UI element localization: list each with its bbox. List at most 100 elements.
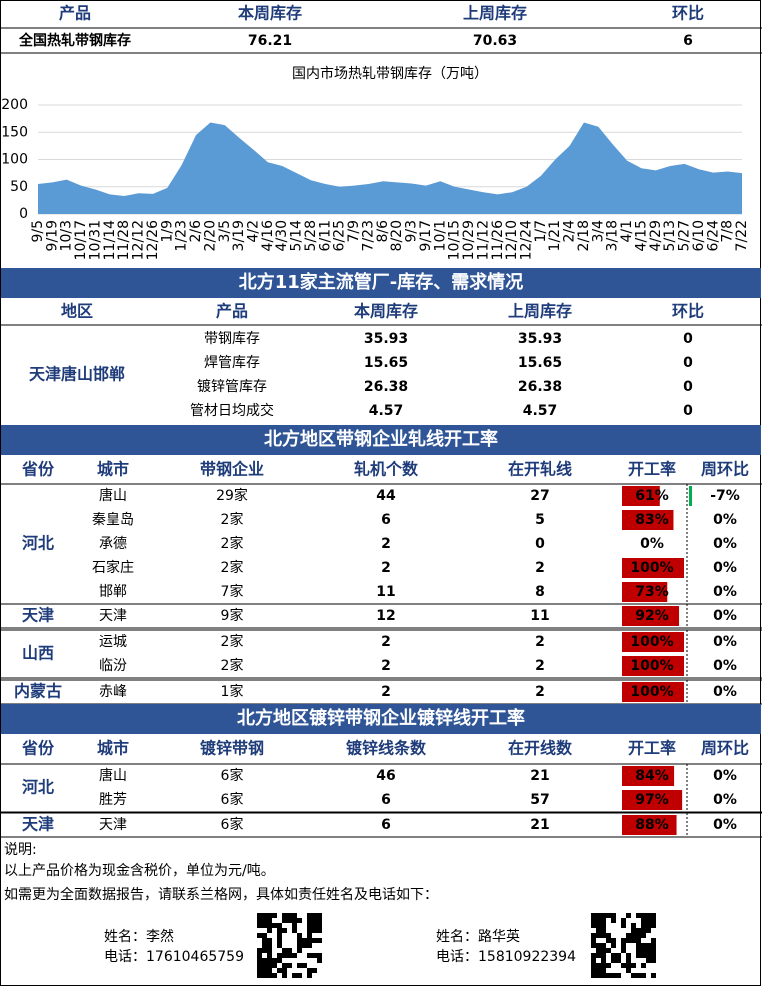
rate-bar xyxy=(622,486,660,506)
qr-cell xyxy=(591,943,596,948)
x-tick-label: 4/30 xyxy=(274,220,290,251)
qr-cell xyxy=(626,938,631,943)
qr-cell xyxy=(297,938,302,943)
contact-name: 姓名：李然 xyxy=(104,928,174,945)
qr-cell xyxy=(591,938,596,943)
cell-text: 0% xyxy=(713,608,737,624)
rate-bar xyxy=(622,558,684,578)
qr-cell xyxy=(651,958,656,963)
qr-cell xyxy=(646,958,651,963)
cell-text: 0% xyxy=(640,536,664,552)
qr-cell xyxy=(267,928,272,933)
cell-text: 邯郸 xyxy=(99,584,127,600)
cell-text: 2 xyxy=(535,658,545,674)
rate-bar xyxy=(622,790,683,810)
cell-text: 镀锌线条数 xyxy=(346,739,427,758)
cell-text: 焊管库存 xyxy=(204,355,260,371)
cell-text: 0% xyxy=(713,536,737,552)
qr-cell xyxy=(257,953,262,958)
qr-cell xyxy=(297,948,302,953)
qr-cell xyxy=(272,913,277,918)
cell-text: 0% xyxy=(713,768,737,784)
cell-text: 城市 xyxy=(97,739,129,758)
cell-text: 城市 xyxy=(97,460,129,479)
qr-cell xyxy=(601,948,606,953)
x-tick-label: 11/28 xyxy=(116,220,132,260)
cell-text: 15.65 xyxy=(364,355,408,371)
cell-text: 地区 xyxy=(61,302,93,321)
qr-cell xyxy=(297,973,302,978)
cell-text: 本周库存 xyxy=(238,4,302,23)
qr-cell xyxy=(267,918,272,923)
qr-cell xyxy=(646,918,651,923)
qr-cell xyxy=(601,928,606,933)
cell-text: 35.93 xyxy=(518,331,562,347)
qr-cell xyxy=(267,973,272,978)
qr-cell xyxy=(262,968,267,973)
qr-cell xyxy=(601,953,606,958)
qr-cell xyxy=(591,953,596,958)
qr-cell xyxy=(651,938,656,943)
qr-cell xyxy=(317,953,322,958)
cell-text: 61% xyxy=(635,488,669,504)
qr-cell xyxy=(312,938,317,943)
qr-cell xyxy=(257,963,262,968)
x-tick-label: 4/16 xyxy=(260,220,276,252)
qr-cell xyxy=(626,913,631,918)
qr-cell xyxy=(317,923,322,928)
cell-text: 天津 xyxy=(22,606,54,625)
cell-text: 2 xyxy=(381,658,391,674)
qr-cell xyxy=(636,943,641,948)
x-tick-label: 5/13 xyxy=(662,220,678,251)
qr-cell xyxy=(641,933,646,938)
qr-cell xyxy=(601,923,606,928)
x-tick-label: 4/1 xyxy=(619,220,635,243)
qr-cell xyxy=(287,913,292,918)
qr-cell xyxy=(307,923,312,928)
qr-cell xyxy=(621,923,626,928)
cell-text: 上周库存 xyxy=(463,4,527,23)
cell-text: 胜芳 xyxy=(99,791,127,808)
x-tick-label: 3/4 xyxy=(590,220,606,243)
contact-phone: 电话：17610465759 xyxy=(104,949,244,965)
cell-text: 唐山 xyxy=(99,767,127,784)
cell-text: 70.63 xyxy=(473,33,517,49)
qr-cell xyxy=(636,973,641,978)
qr-cell xyxy=(606,933,611,938)
cell-text: 100% xyxy=(630,560,673,576)
cell-text: 2 xyxy=(381,634,391,650)
cell-text: 11 xyxy=(530,608,549,624)
qr-cell xyxy=(307,933,312,938)
qr-cell xyxy=(307,938,312,943)
qr-cell xyxy=(591,958,596,963)
qr-cell xyxy=(651,948,656,953)
qr-cell xyxy=(641,928,646,933)
x-tick-label: 3/19 xyxy=(231,220,247,251)
x-tick-label: 3/18 xyxy=(605,220,621,251)
qr-cell xyxy=(262,958,267,963)
cell-text: 100% xyxy=(630,658,673,674)
x-tick-label: 7/9 xyxy=(346,220,362,243)
cell-text: 北方11家主流管厂-库存、需求情况 xyxy=(239,271,524,293)
qr-cell xyxy=(646,948,651,953)
qr-cell xyxy=(601,958,606,963)
rate-bar xyxy=(622,682,684,702)
cell-text: 7家 xyxy=(221,583,244,600)
qr-cell xyxy=(646,923,651,928)
qr-cell xyxy=(307,973,312,978)
contact-phone: 电话：15810922394 xyxy=(436,949,576,965)
qr-cell xyxy=(591,918,596,923)
cell-text: 临汾 xyxy=(99,658,127,674)
qr-cell xyxy=(591,933,596,938)
qr-cell xyxy=(641,918,646,923)
qr-cell xyxy=(262,963,267,968)
cell-text: 35.93 xyxy=(364,331,408,347)
qr-cell xyxy=(282,913,287,918)
x-tick-label: 1/21 xyxy=(547,220,563,251)
qr-cell xyxy=(277,933,282,938)
qr-cell xyxy=(267,958,272,963)
qr-cell xyxy=(651,973,656,978)
change-bar xyxy=(689,486,692,506)
qr-cell xyxy=(267,913,272,918)
